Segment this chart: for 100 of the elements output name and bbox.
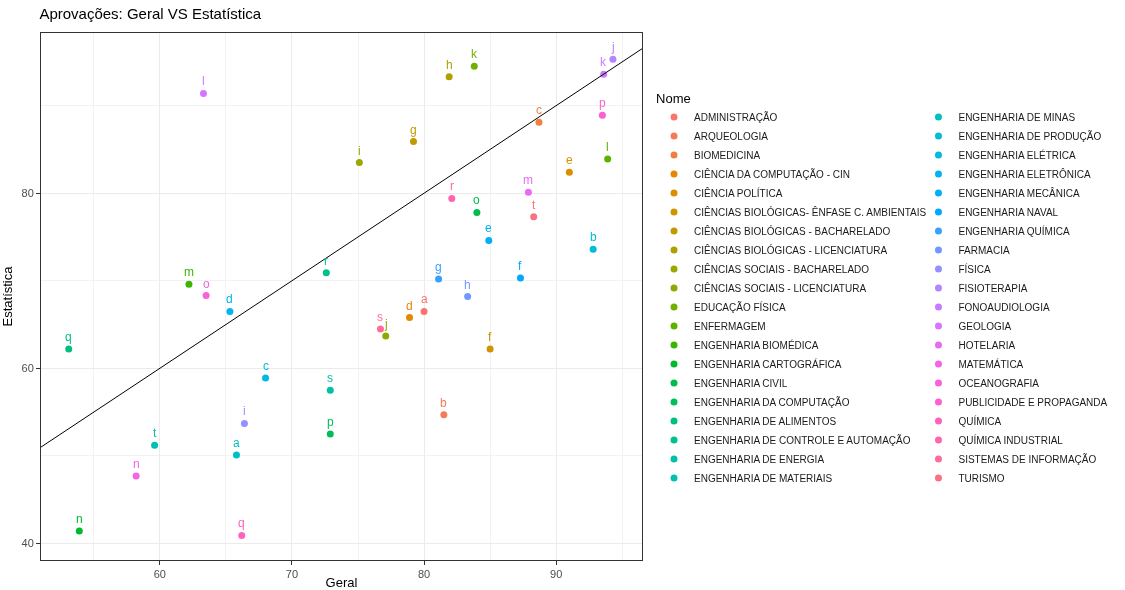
legend-label: ENGENHARIA DA COMPUTAÇÃO	[694, 396, 850, 408]
legend-label: FÍSICA	[958, 263, 992, 275]
point	[355, 159, 363, 167]
x-tick-label: 80	[417, 568, 431, 581]
point	[240, 419, 248, 427]
legend-label: ENGENHARIA DE PRODUÇÃO	[958, 130, 1102, 142]
point	[485, 236, 493, 244]
point	[326, 430, 334, 438]
legend-label: EDUCAÇÃO FÍSICA	[694, 301, 787, 313]
legend-label: ENGENHARIA MECÂNICA	[958, 187, 1080, 199]
legend-label: ENGENHARIA ELÉTRICA	[958, 149, 1077, 161]
point	[435, 275, 443, 283]
point	[464, 293, 472, 300]
legend-label: PUBLICIDADE E PROPAGANDA	[958, 397, 1108, 408]
point	[322, 269, 330, 277]
legend-label: CIÊNCIA DA COMPUTAÇÃO - CIN	[694, 168, 850, 180]
data-label: m	[523, 173, 533, 187]
point	[604, 155, 612, 163]
point	[202, 292, 210, 300]
data-label: n	[76, 512, 83, 526]
legend-label: ENGENHARIA CIVIL	[694, 378, 788, 389]
legend-label: SISTEMAS DE INFORMAÇÃO	[958, 453, 1097, 465]
legend-label: ENGENHARIA NAVAL	[958, 207, 1059, 218]
data-label: d	[406, 299, 413, 313]
point	[376, 325, 384, 333]
point	[516, 274, 524, 282]
data-label: h	[446, 58, 453, 72]
data-label: l	[202, 74, 205, 88]
legend-label: ARQUEOLOGIA	[694, 131, 769, 142]
data-label: s	[377, 310, 383, 324]
data-label: p	[327, 415, 334, 429]
data-label: d	[226, 292, 233, 306]
data-label: e	[566, 153, 573, 167]
point	[445, 73, 453, 81]
point	[473, 208, 481, 216]
data-label: l	[606, 140, 609, 154]
legend-label: CIÊNCIAS BIOLÓGICAS - BACHARELADO	[694, 225, 891, 237]
point	[598, 111, 606, 119]
point	[232, 451, 240, 459]
point	[199, 89, 207, 97]
legend-label: CIÊNCIA POLÍTICA	[694, 187, 783, 199]
data-label: o	[203, 277, 210, 291]
point	[448, 194, 456, 202]
legend-label: ADMINISTRAÇÃO	[694, 111, 778, 123]
legend-label: BIOMEDICINA	[694, 150, 761, 161]
data-label: q	[238, 516, 245, 530]
point	[262, 374, 270, 382]
legend-title: Nome	[656, 90, 691, 106]
legend-label: QUÍMICA INDUSTRIAL	[958, 434, 1064, 446]
data-label: g	[410, 123, 417, 137]
legend-label: ENFERMAGEM	[694, 321, 766, 332]
point	[535, 118, 543, 126]
point	[132, 472, 140, 480]
data-label: r	[324, 254, 328, 268]
data-label: a	[421, 292, 428, 306]
data-label: m	[184, 265, 194, 279]
data-label: b	[590, 230, 597, 244]
legend-label: ENGENHARIA BIOMÉDICA	[694, 339, 819, 351]
point	[75, 527, 83, 535]
data-label: h	[464, 278, 471, 292]
point	[609, 55, 617, 63]
point	[151, 441, 159, 449]
data-label: g	[435, 260, 442, 274]
data-label: t	[532, 198, 536, 212]
legend-label: FONOAUDIOLOGIA	[958, 302, 1050, 313]
point	[409, 138, 417, 146]
legend-label: ENGENHARIA DE CONTROLE E AUTOMAÇÃO	[694, 434, 911, 446]
data-label: f	[488, 330, 492, 344]
legend-label: ENGENHARIA DE ALIMENTOS	[694, 416, 837, 427]
legend-label: FISIOTERAPIA	[958, 283, 1028, 294]
data-label: n	[133, 457, 140, 471]
data-label: s	[327, 371, 333, 385]
legend-label: CIÊNCIAS BIOLÓGICAS- ÊNFASE C. AMBIENTAIS	[694, 206, 927, 218]
legend-label: CIÊNCIAS SOCIAIS - LICENCIATURA	[694, 282, 867, 294]
legend-label: ENGENHARIA ELETRÔNICA	[958, 168, 1092, 180]
data-label: i	[358, 144, 361, 158]
y-tick-label: 60	[21, 362, 34, 375]
legend-label: ENGENHARIA QUÍMICA	[958, 225, 1070, 237]
data-label: p	[599, 96, 606, 110]
point	[238, 531, 246, 539]
data-label: c	[263, 359, 269, 373]
data-label: q	[65, 330, 72, 344]
data-label: e	[485, 221, 492, 235]
point	[185, 280, 193, 288]
data-label: a	[233, 436, 240, 450]
legend-label: TURISMO	[958, 473, 1005, 484]
legend-label: FARMACIA	[958, 245, 1010, 256]
point	[406, 314, 414, 322]
legend-label: MATEMÁTICA	[958, 358, 1024, 370]
point	[440, 411, 448, 419]
legend-label: GEOLOGIA	[958, 321, 1012, 332]
legend-label: CIÊNCIAS SOCIAIS - BACHARELADO	[694, 263, 870, 275]
point	[524, 188, 532, 196]
data-label: r	[450, 179, 454, 193]
point	[65, 345, 73, 353]
x-axis-title: Geral	[325, 575, 358, 590]
x-tick-label: 70	[285, 568, 299, 581]
point	[326, 386, 334, 394]
data-label: c	[536, 103, 542, 117]
y-tick-label: 40	[21, 537, 34, 550]
